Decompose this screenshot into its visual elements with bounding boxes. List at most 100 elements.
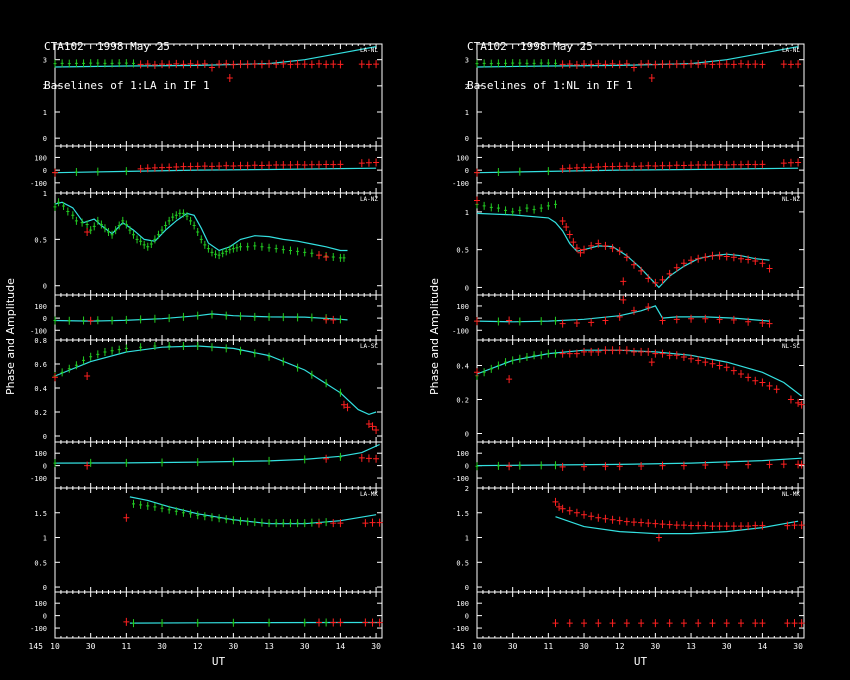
left-la-nl-ph-flagged-point bbox=[301, 161, 308, 170]
left-xtick-label: 12 bbox=[193, 642, 203, 651]
right-nl-sc-amp-flagged-point bbox=[638, 347, 645, 356]
right-nl-mk-amp-flagged-point bbox=[716, 522, 723, 531]
right-nl-nz-amp-flagged-point bbox=[673, 263, 680, 272]
right-nl-nz-ph-flagged-point bbox=[602, 316, 609, 325]
left-la-nz-amp-good-point bbox=[189, 216, 193, 225]
left-la-mk-amp-good-point bbox=[131, 499, 135, 508]
right-nl-mk-amp-flagged-point bbox=[673, 521, 680, 530]
left-la-nz-ph-good-point bbox=[167, 314, 171, 323]
left-la-nl-ph-flagged-point bbox=[315, 160, 322, 169]
left-la-nl-amp-good-point bbox=[74, 59, 78, 68]
right-la-nl-amp-flagged-point bbox=[780, 60, 787, 69]
left-la-mk-amp-good-point bbox=[281, 519, 285, 528]
left-la-sc-amp-good-point bbox=[74, 361, 78, 370]
left-la-nz-amp-good-point bbox=[57, 198, 61, 207]
right-xtick-label: 30 bbox=[651, 642, 661, 651]
left-la-nz-amp-good-point bbox=[114, 226, 118, 235]
right-la-nl-amp-flagged-point bbox=[648, 74, 655, 82]
right-la-nl-ph-flagged-point bbox=[474, 168, 480, 177]
right-nl-mk-amp-flagged-point bbox=[588, 512, 595, 521]
left-la-nl-ph-flagged-point bbox=[208, 162, 215, 171]
left-la-nl-amp-flagged-point bbox=[166, 60, 173, 69]
right-la-nl-ph-flagged-point bbox=[795, 158, 802, 167]
right-nl-mk-ph-flagged-point bbox=[652, 619, 659, 628]
right-nl-mk-amp-flagged-point bbox=[695, 521, 702, 530]
right-nl-mk-amp-flagged-point bbox=[688, 521, 695, 530]
left-la-nl-ph-flagged-point bbox=[273, 161, 280, 170]
right-la-nl-amp-flagged-point bbox=[573, 60, 580, 69]
left-la-nz-ph-ytick-label: 100 bbox=[34, 303, 47, 311]
left-la-nl-ph-flagged-point bbox=[237, 161, 244, 170]
right-nl-nz-ph-ytick-label: -100 bbox=[452, 327, 469, 335]
right-nl-nz-amp-ytick-label: 1 bbox=[465, 209, 469, 217]
right-nl-nz-ph-flagged-point bbox=[673, 315, 680, 324]
right-nl-mk-amp-flagged-point bbox=[645, 519, 652, 528]
left-la-sc-amp-good-point bbox=[103, 348, 107, 356]
right-nl-mk-amp-flagged-point bbox=[595, 513, 602, 522]
left-la-nl-amp-good-point bbox=[96, 59, 100, 68]
right-nl-mk-amp-flagged-point bbox=[609, 515, 616, 524]
right-nl-nz-amp-flagged-point bbox=[638, 266, 645, 275]
right-nl-mk-ph-flagged-point bbox=[623, 619, 630, 628]
right-nl-mk-ph-flagged-point bbox=[581, 619, 588, 628]
right-nl-nz-amp-flagged-point bbox=[745, 255, 752, 264]
right-nl-mk-amp-flagged-point bbox=[709, 522, 716, 531]
left-la-nl-ph-good-point bbox=[124, 167, 128, 176]
left-la-sc-amp-good-point bbox=[267, 352, 271, 361]
left-la-sc-amp-ytick-label: 0 bbox=[43, 433, 47, 441]
left-la-nz-amp-good-point bbox=[338, 253, 342, 262]
left-la-nz-amp-good-point bbox=[199, 235, 203, 244]
left-la-nl-amp-flagged-point bbox=[251, 60, 258, 69]
right-la-nl-ph-flagged-point bbox=[759, 160, 766, 169]
right-la-nl-ph-flagged-point bbox=[595, 162, 602, 171]
right-la-nl-amp-flagged-point bbox=[723, 60, 730, 69]
left-la-nz-ph-flagged-point bbox=[87, 316, 94, 325]
left-la-sc-ph-good-point bbox=[53, 459, 57, 468]
left-la-nl-amp-good-point bbox=[110, 59, 114, 68]
right-nl-sc-amp-good-point bbox=[525, 353, 529, 361]
left-la-nz-amp-good-point bbox=[160, 226, 164, 235]
left-la-nl-amp-good-point bbox=[53, 59, 57, 68]
right-nl-nz-ph-good-point bbox=[518, 317, 522, 326]
left-la-sc-amp-ytick-label: 0.6 bbox=[34, 361, 47, 369]
right-xtick-label: 30 bbox=[579, 642, 589, 651]
right-nl-mk-amp-flagged-point bbox=[730, 522, 737, 531]
right-nl-sc-ph-flagged-point bbox=[723, 461, 730, 469]
left-la-sc-amp-flagged-point bbox=[369, 422, 376, 431]
right-la-nl-ph-flagged-point bbox=[638, 162, 645, 171]
right-nl-mk-amp-flagged-point bbox=[638, 518, 645, 527]
right-nl-sc-ph-ytick-label: -100 bbox=[452, 475, 469, 483]
left-la-nl-amp-flagged-point bbox=[187, 59, 194, 68]
left-la-mk-ph-flagged-point bbox=[315, 618, 322, 627]
right-nl-sc-ph-flagged-point bbox=[581, 462, 588, 471]
left-xtick-label: 30 bbox=[86, 642, 96, 651]
left-la-nl-amp-flagged-point bbox=[137, 60, 144, 69]
right-la-nl-amp-flagged-point bbox=[566, 60, 573, 69]
right-xtick-label: 30 bbox=[508, 642, 518, 651]
left-la-nl-amp-flagged-point bbox=[294, 60, 301, 69]
right-la-nl-amp-good-point bbox=[525, 59, 529, 68]
right-nl-nz-ph-flagged-point bbox=[630, 306, 637, 315]
left-la-nz-amp-good-point bbox=[303, 248, 307, 257]
right-nl-mk-amp-flagged-point bbox=[623, 517, 630, 526]
left-la-nz-ph-good-point bbox=[267, 312, 271, 321]
left-la-nz-ph-good-point bbox=[53, 316, 57, 325]
right-nl-mk-amp-flagged-point bbox=[745, 522, 752, 531]
right-nl-sc-ph-flagged-point bbox=[638, 461, 645, 470]
right-nl-nz-ph-flagged-point bbox=[616, 312, 623, 321]
right-nl-nz-amp-good-point bbox=[489, 203, 493, 212]
right-nl-nz-amp-ytick-label: 0.5 bbox=[456, 247, 469, 255]
left-la-nz-amp-good-point bbox=[178, 209, 182, 218]
left-xtick-label: 13 bbox=[264, 642, 274, 651]
right-nl-sc-amp-flagged-point bbox=[645, 347, 652, 356]
right-baseline-label: NL-NZ bbox=[782, 196, 800, 203]
left-la-mk-ph-good-point bbox=[160, 618, 164, 627]
left-la-mk-amp-frame bbox=[54, 487, 383, 593]
right-nl-sc-amp-flagged-point bbox=[652, 349, 659, 358]
left-la-sc-ph-good-point bbox=[196, 458, 200, 467]
left-la-nl-ph-flagged-point bbox=[330, 160, 337, 169]
right-nl-mk-amp-flagged-point bbox=[559, 504, 566, 513]
left-subtitle: Baselines of 1:LA in IF 1 bbox=[44, 79, 210, 92]
right-nl-mk-ph-flagged-point bbox=[680, 619, 687, 628]
right-nl-nz-amp-good-point bbox=[525, 204, 529, 213]
